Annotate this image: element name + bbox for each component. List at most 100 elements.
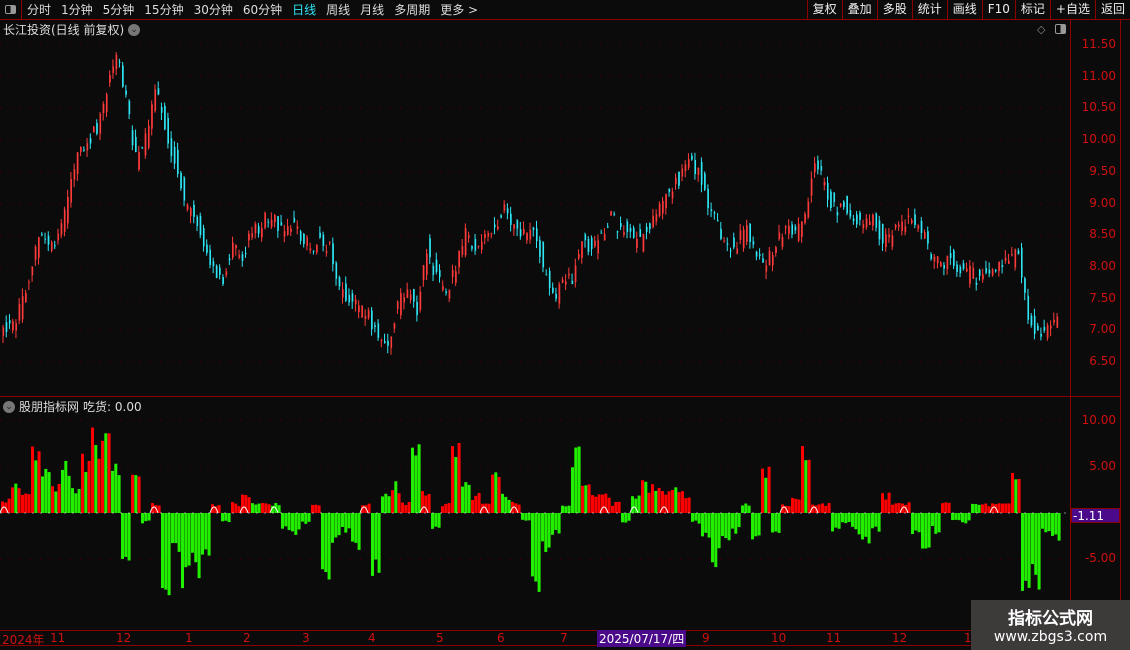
indicator-bar <box>417 444 421 513</box>
candle-body <box>12 321 14 331</box>
price-tick-label: 11.00 <box>1081 68 1116 83</box>
candle-body <box>917 225 920 229</box>
candle-body <box>248 233 250 241</box>
indicator-bar <box>254 504 258 513</box>
candle-body <box>797 223 800 241</box>
candle-body <box>144 133 147 156</box>
toolbar-button[interactable]: 标记 <box>1014 0 1050 20</box>
candle-body <box>245 252 247 254</box>
candle-body <box>455 271 457 283</box>
indicator-bar <box>51 486 54 513</box>
period-tab[interactable]: 分时 <box>27 3 52 17</box>
candle-body <box>839 203 842 207</box>
candle-body <box>629 227 632 232</box>
indicator-bar <box>944 502 948 513</box>
candle-body <box>38 237 40 258</box>
indicator-signal-mark <box>659 506 669 514</box>
candle-body <box>1030 315 1033 326</box>
candle-body <box>597 240 600 254</box>
period-tab[interactable]: 60分钟 <box>242 3 283 17</box>
indicator-signal-mark <box>479 506 489 514</box>
panel-toggle-icon[interactable] <box>0 0 22 20</box>
candle-body <box>371 310 373 330</box>
toolbar-button[interactable]: F10 <box>981 0 1015 20</box>
period-tab[interactable]: 15分钟 <box>144 3 184 17</box>
period-tab[interactable]: 日线 <box>292 3 317 17</box>
indicator-bar <box>561 505 564 513</box>
indicator-bar <box>867 513 871 544</box>
toolbar-button[interactable]: 叠加 <box>841 0 877 20</box>
candle-body <box>523 228 525 234</box>
indicator-bar <box>327 513 331 580</box>
candle-body <box>274 215 276 223</box>
indicator-bar <box>714 513 718 568</box>
period-tab[interactable]: 1分钟 <box>61 3 93 17</box>
chevron-down-icon[interactable]: ⌄ <box>3 400 15 413</box>
indicator-bar <box>131 474 134 513</box>
period-tab[interactable]: 多周期 <box>394 3 431 17</box>
candle-body <box>778 232 781 240</box>
candle-body <box>749 223 751 242</box>
chevron-down-icon[interactable]: ⌄ <box>128 23 141 36</box>
indicator-bar <box>804 460 808 513</box>
indicator-bar <box>911 513 914 535</box>
indicator-bar <box>981 504 984 513</box>
candle-body <box>768 250 771 266</box>
diamond-icon[interactable]: ◇ <box>1037 23 1046 36</box>
candle-body <box>70 179 72 203</box>
candle-body <box>118 61 121 63</box>
candle-body <box>76 152 79 174</box>
candle-body <box>322 234 325 246</box>
candle-body <box>985 268 988 273</box>
indicator-bar <box>477 492 481 513</box>
indicator-name[interactable]: 股朋指标网 <box>19 400 80 414</box>
candle-body <box>755 251 758 257</box>
period-tab[interactable]: 30分钟 <box>193 3 233 17</box>
indicator-bar <box>844 513 848 524</box>
period-tab[interactable]: 更多 > <box>440 3 479 17</box>
indicator-bar <box>1057 513 1061 541</box>
candle-body <box>639 229 642 237</box>
indicator-bar <box>654 490 658 513</box>
toolbar-button[interactable]: 复权 <box>806 0 842 20</box>
candle-body <box>60 223 63 235</box>
candle-body <box>112 66 115 73</box>
period-tab[interactable]: 周线 <box>326 3 351 17</box>
toolbar-button[interactable]: 返回 <box>1094 0 1130 20</box>
period-tab[interactable]: 月线 <box>360 3 385 17</box>
indicator-bar <box>104 433 108 513</box>
candle-body <box>982 274 984 280</box>
candle-body <box>662 200 664 214</box>
candle-body <box>610 211 612 216</box>
indicator-bar <box>171 513 174 544</box>
indicator-bar <box>974 504 978 513</box>
toolbar-button[interactable]: 统计 <box>911 0 947 20</box>
indicator-bar <box>31 446 34 513</box>
indicator-bar <box>277 505 281 513</box>
indicator-bar <box>201 513 204 555</box>
candle-body <box>1046 325 1049 339</box>
indicator-bar <box>387 496 391 513</box>
candle-body <box>41 234 43 236</box>
toolbar-button[interactable]: 多股 <box>876 0 912 20</box>
indicator-bar <box>617 501 621 513</box>
indicator-bar <box>101 440 104 513</box>
indicator-bar <box>137 476 141 513</box>
candle-body <box>487 232 490 237</box>
candle-body <box>387 340 389 346</box>
indicator-bar <box>211 504 214 513</box>
indicator-bar <box>864 513 868 537</box>
toolbar-button[interactable]: 画线 <box>946 0 982 20</box>
candle-body <box>506 208 509 214</box>
toolbar-button[interactable]: +自选 <box>1049 0 1095 20</box>
layout-toggle-icon[interactable] <box>1055 24 1066 34</box>
period-tab[interactable]: 5分钟 <box>102 3 135 17</box>
candle-body <box>933 256 936 262</box>
candle-body <box>652 215 654 228</box>
indicator-bar <box>721 513 724 537</box>
indicator-bar <box>194 513 198 563</box>
candle-body <box>1004 257 1007 261</box>
indicator-bar <box>67 475 71 513</box>
candle-body <box>186 204 189 210</box>
